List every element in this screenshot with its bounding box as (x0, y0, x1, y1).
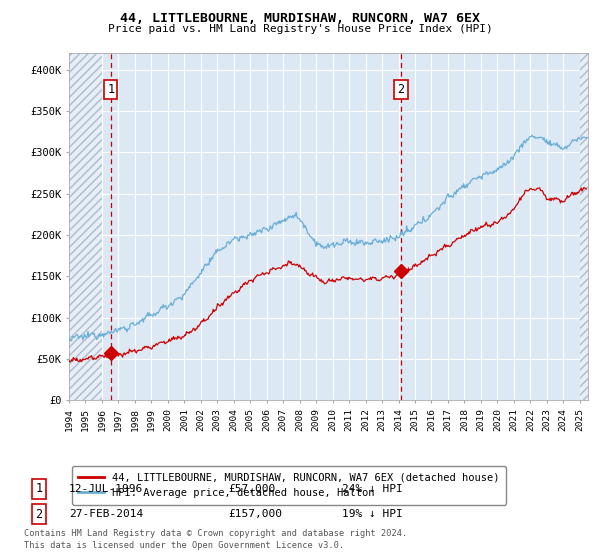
Text: 2: 2 (35, 507, 43, 521)
Text: Price paid vs. HM Land Registry's House Price Index (HPI): Price paid vs. HM Land Registry's House … (107, 24, 493, 34)
Text: Contains HM Land Registry data © Crown copyright and database right 2024.: Contains HM Land Registry data © Crown c… (24, 530, 407, 539)
Legend: 44, LITTLEBOURNE, MURDISHAW, RUNCORN, WA7 6EX (detached house), HPI: Average pri: 44, LITTLEBOURNE, MURDISHAW, RUNCORN, WA… (71, 466, 506, 505)
Text: 44, LITTLEBOURNE, MURDISHAW, RUNCORN, WA7 6EX: 44, LITTLEBOURNE, MURDISHAW, RUNCORN, WA… (120, 12, 480, 25)
Text: 27-FEB-2014: 27-FEB-2014 (69, 509, 143, 519)
Bar (69, 53, 102, 400)
Text: 19% ↓ HPI: 19% ↓ HPI (342, 509, 403, 519)
Text: £57,000: £57,000 (228, 484, 275, 494)
Text: This data is licensed under the Open Government Licence v3.0.: This data is licensed under the Open Gov… (24, 541, 344, 550)
Text: 2: 2 (397, 83, 404, 96)
Text: 24% ↓ HPI: 24% ↓ HPI (342, 484, 403, 494)
Bar (580, 53, 588, 400)
Text: 1: 1 (107, 83, 115, 96)
Text: 1: 1 (35, 482, 43, 496)
Text: 12-JUL-1996: 12-JUL-1996 (69, 484, 143, 494)
Text: £157,000: £157,000 (228, 509, 282, 519)
